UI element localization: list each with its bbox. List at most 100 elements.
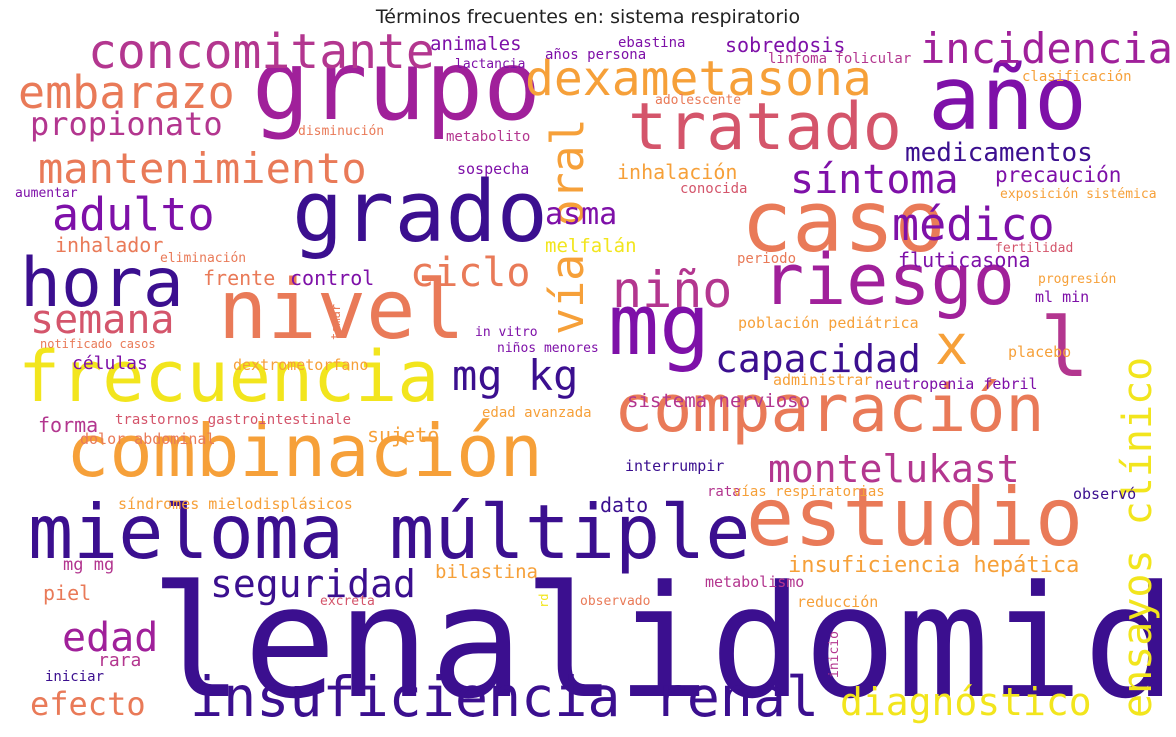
cloud-word: mieloma múltiple [28, 488, 751, 576]
cloud-word: interrumpir [625, 457, 725, 475]
cloud-word: años persona [545, 47, 647, 63]
cloud-word: estudio [746, 471, 1084, 564]
cloud-word: x [935, 313, 969, 377]
cloud-word: semana [30, 297, 175, 343]
cloud-word: sujeto [367, 423, 440, 447]
cloud-title: Términos frecuentes en: sistema respirat… [375, 6, 801, 28]
cloud-word: inhalador [55, 233, 164, 257]
cloud-word: lactancia [455, 57, 526, 72]
cloud-word: efecto [30, 685, 146, 723]
cloud-word: aumentar [15, 186, 78, 201]
cloud-word: médico [892, 198, 1055, 251]
cloud-word: precaución [995, 163, 1122, 187]
cloud-word: propionato [30, 105, 223, 143]
cloud-word: periodo [737, 251, 797, 267]
cloud-word: caso [741, 173, 946, 272]
cloud-word: ebastina [618, 35, 686, 51]
cloud-word: síndromes mielodisplásicos [118, 495, 353, 513]
cloud-word: concomitante [88, 24, 435, 80]
cloud-word: embarazo [18, 66, 235, 119]
cloud-word: lenalidomida [150, 552, 1176, 733]
cloud-word: ensayos clínico [1115, 356, 1161, 718]
cloud-word: sospecha [457, 160, 530, 178]
cloud-word: excreta [320, 594, 375, 609]
cloud-word: l [1040, 301, 1090, 396]
cloud-word: observado [580, 594, 651, 609]
cloud-word: mg kg [452, 351, 579, 400]
cloud-word: exposición sistémica [1000, 187, 1157, 202]
cloud-word: medicamentos [905, 138, 1093, 168]
cloud-word: niños menores [497, 341, 599, 356]
cloud-word: administrar [773, 371, 873, 389]
cloud-word: insuficiencia renal [190, 665, 820, 729]
cloud-word: vías respiratorias [733, 484, 885, 500]
cloud-word: bilastina [435, 561, 538, 583]
cloud-word: mantenimiento [38, 144, 367, 193]
cloud-word: hora [20, 244, 184, 323]
cloud-word: tomar [329, 303, 343, 340]
cloud-word: año [928, 47, 1087, 150]
cloud-word: dexametasona [525, 51, 872, 107]
cloud-word: asma [545, 197, 618, 232]
cloud-word: adolescente [655, 93, 742, 108]
cloud-word: montelukast [768, 447, 1020, 491]
cloud-word: iniciar [45, 669, 105, 685]
cloud-word: forma [38, 413, 99, 437]
cloud-word: frecuencia [18, 336, 440, 418]
cloud-word: trastornos gastrointestinale [115, 412, 352, 428]
cloud-word: tratado [628, 90, 902, 165]
cloud-word: in vitro [475, 325, 538, 340]
cloud-word: piel [43, 581, 92, 605]
cloud-word: rata [707, 484, 741, 500]
cloud-word: ciclo [410, 250, 531, 296]
cloud-word: animales [430, 33, 522, 55]
cloud-word: niño [612, 261, 733, 319]
cloud-word: sobredosis [725, 33, 846, 57]
cloud-word: disminución [298, 124, 385, 139]
cloud-word: observó [1073, 485, 1137, 503]
cloud-word: inicio [827, 631, 842, 678]
cloud-word: grupo [252, 30, 541, 142]
cloud-word: rara [98, 650, 142, 671]
cloud-word: control [290, 266, 375, 290]
cloud-word: ml min [1035, 288, 1090, 306]
cloud-word: seguridad [210, 562, 416, 606]
cloud-word: placebo [1008, 343, 1072, 361]
cloud-word: nivel [218, 263, 465, 358]
cloud-word: progresión [1038, 272, 1117, 287]
cloud-word: sistema nervioso [627, 390, 811, 412]
cloud-word: población pediátrica [738, 314, 919, 332]
cloud-word: metabolismo [705, 573, 805, 591]
cloud-word: comparación [614, 372, 1045, 447]
cloud-word: melfalán [545, 235, 637, 257]
cloud-word: edad [62, 615, 159, 661]
cloud-word: insuficiencia hepática [788, 553, 1080, 578]
cloud-word: metabolito [446, 129, 531, 145]
cloud-word: frente [203, 266, 276, 290]
cloud-word: grado [292, 163, 548, 262]
cloud-word: dextrometorfano [233, 356, 369, 374]
cloud-word: mg [608, 276, 711, 375]
cloud-word: dolor abdominal [80, 430, 216, 448]
cloud-word: notificado casos [40, 337, 156, 351]
cloud-word: combinación [66, 409, 543, 493]
cloud-word: incidencia [920, 24, 1173, 73]
cloud-word: reducción [797, 593, 879, 611]
cloud-word: riesgo [762, 239, 1015, 321]
cloud-word: eliminación [160, 251, 247, 266]
cloud-word: edad avanzada [482, 405, 592, 421]
cloud-word: rd [537, 593, 551, 608]
cloud-word: capacidad [715, 337, 921, 381]
cloud-word: adulto [52, 188, 215, 241]
cloud-word: células [72, 353, 148, 374]
cloud-word: neutropenia febril [875, 375, 1038, 393]
cloud-word: diagnóstico [840, 680, 1092, 724]
cloud-word: fertilidad [995, 241, 1074, 256]
cloud-word: dato [600, 493, 649, 517]
cloud-word: conocida [680, 181, 748, 197]
cloud-word: mg mg [63, 555, 115, 575]
cloud-word: fluticasona [898, 248, 1031, 272]
cloud-word: linfoma folicular [768, 51, 912, 67]
cloud-word: síntoma [790, 157, 959, 203]
